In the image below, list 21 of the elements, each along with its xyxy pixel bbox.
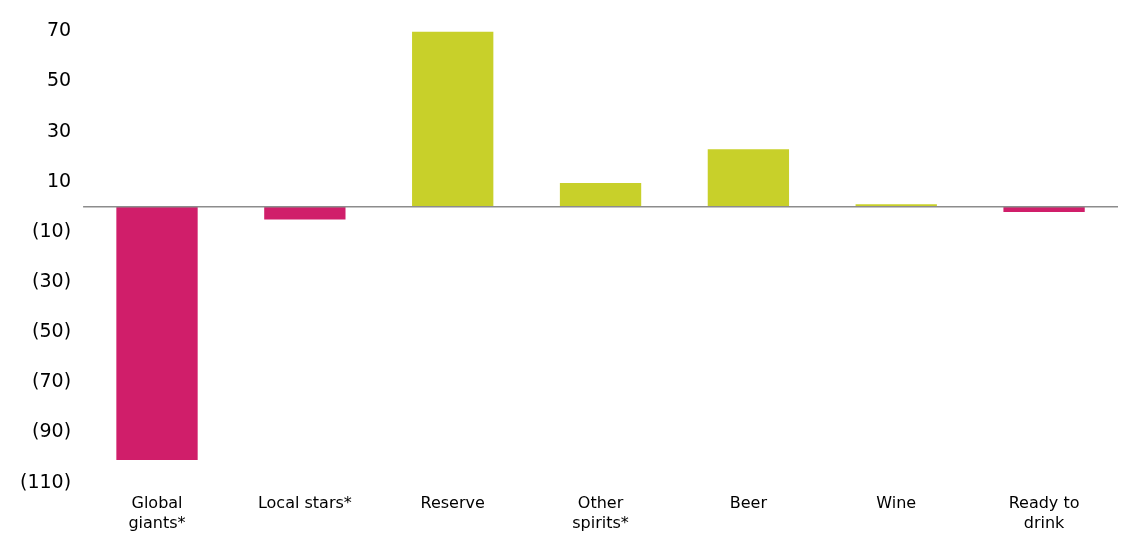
bar bbox=[707, 149, 790, 207]
y-tick-label: (50) bbox=[32, 319, 72, 342]
x-tick-label: Local stars* bbox=[257, 493, 352, 513]
bar bbox=[412, 31, 494, 207]
y-tick-label: (30) bbox=[32, 269, 72, 291]
bar bbox=[559, 183, 642, 207]
y-tick-label: (10) bbox=[32, 218, 72, 241]
y-tick-label: 10 bbox=[46, 168, 72, 191]
y-tick-label: 30 bbox=[46, 118, 72, 141]
bar bbox=[116, 206, 198, 461]
x-tick-label: Ready to drink bbox=[1008, 493, 1080, 532]
x-tick-label: Other spirits* bbox=[572, 493, 629, 532]
x-tick-label: Beer bbox=[729, 493, 768, 513]
x-tick-label: Global giants* bbox=[128, 493, 186, 532]
y-tick-label: 70 bbox=[46, 18, 72, 41]
y-tick-label: (90) bbox=[32, 419, 72, 442]
x-tick-label: Wine bbox=[876, 493, 917, 513]
y-tick-label: 50 bbox=[46, 68, 72, 91]
x-tick-label: Reserve bbox=[420, 493, 485, 513]
y-tick-label: (110) bbox=[20, 469, 72, 492]
y-tick-label: (70) bbox=[32, 369, 72, 392]
